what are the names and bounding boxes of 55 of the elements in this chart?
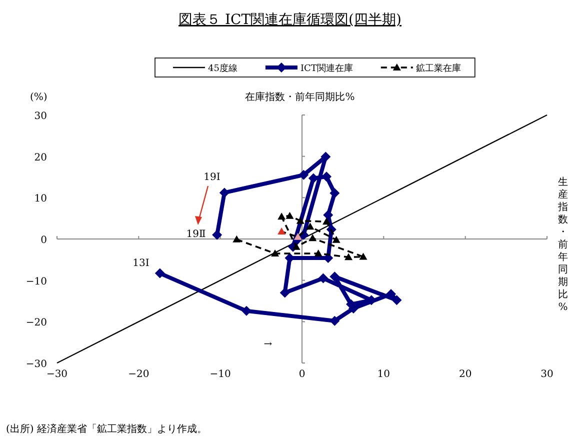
point [320, 152, 331, 162]
point [294, 232, 302, 240]
point [344, 253, 353, 260]
point [330, 188, 340, 198]
point [154, 268, 165, 278]
x-tick-label: −30 [46, 369, 68, 380]
text: (%) [30, 92, 48, 103]
y-tick-label: −20 [26, 318, 47, 329]
point [330, 272, 340, 282]
point [322, 172, 332, 182]
y-tick-label: 10 [34, 194, 47, 205]
y-tick-label: 0 [40, 235, 47, 246]
x-tick-label: 0 [298, 369, 306, 380]
y-tick-label: −30 [26, 359, 47, 370]
legend-label: 45度線 [208, 63, 238, 74]
point [308, 173, 318, 184]
point [296, 216, 304, 224]
point [318, 273, 328, 284]
point [271, 249, 280, 256]
y-tick-label: 30 [34, 111, 47, 122]
point [212, 230, 222, 240]
x-tick-label: −20 [128, 369, 150, 380]
point [219, 188, 230, 198]
point [306, 222, 314, 230]
x-tick-label: −10 [210, 369, 231, 380]
annotation: → [264, 339, 273, 350]
x-tick-label: 30 [540, 369, 554, 380]
point [298, 170, 309, 180]
text: 生産指数・前年同期比% [558, 177, 568, 313]
point [332, 236, 340, 243]
chart-title: 図表５ ICT関連在庫循環図(四半期) [178, 12, 402, 28]
point [241, 306, 252, 316]
legend-label: 鉱工業在庫 [416, 63, 461, 74]
y-tick-label: −10 [26, 276, 47, 288]
annotation: 13Ⅰ [132, 258, 150, 269]
point [232, 235, 241, 242]
point [280, 288, 290, 298]
x-tick-label: 10 [377, 369, 390, 380]
point [292, 242, 300, 250]
annotation: 19Ⅱ [186, 229, 206, 240]
legend-label: ICT関連在庫 [300, 63, 353, 74]
point [322, 218, 330, 225]
point [314, 249, 322, 256]
point [286, 212, 294, 219]
y-tick-label: 20 [34, 152, 47, 164]
point [392, 295, 402, 306]
point [308, 234, 317, 242]
point [278, 228, 286, 235]
text: (出所) 経済産業省「鉱工業指数」より作成。 [6, 423, 207, 435]
point [330, 316, 340, 326]
point [359, 252, 368, 260]
annotation: 19Ⅰ [204, 172, 220, 183]
y-axis-title: 在庫指数・前年同期比% [245, 91, 355, 103]
point [278, 212, 286, 220]
x-tick-label: 20 [458, 369, 472, 380]
